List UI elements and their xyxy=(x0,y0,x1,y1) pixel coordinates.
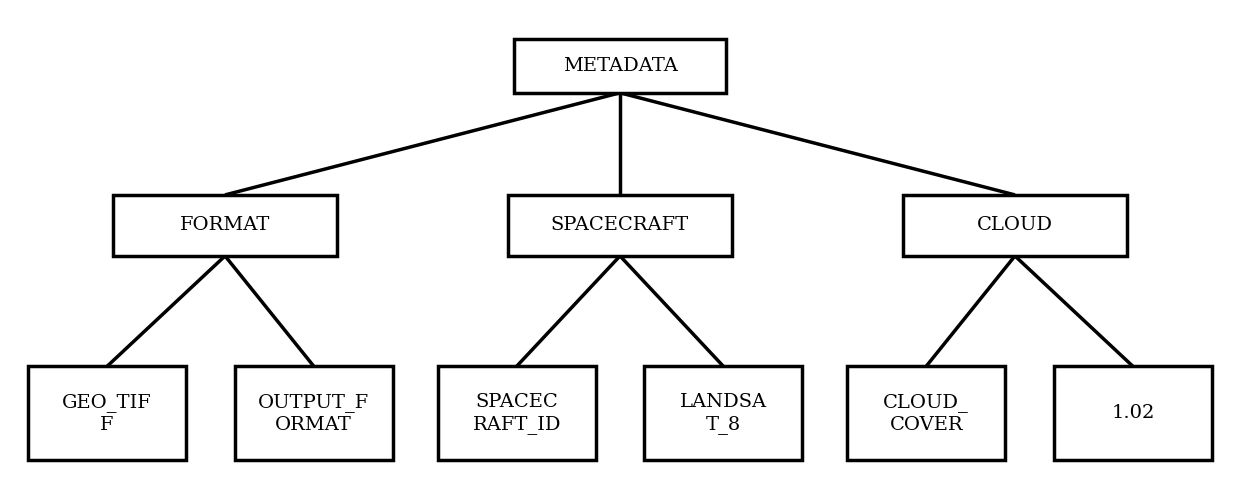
Text: SPACECRAFT: SPACECRAFT xyxy=(551,217,689,234)
Text: METADATA: METADATA xyxy=(563,57,677,75)
FancyBboxPatch shape xyxy=(645,366,802,460)
Text: CLOUD_
COVER: CLOUD_ COVER xyxy=(883,393,970,434)
FancyBboxPatch shape xyxy=(847,366,1006,460)
FancyBboxPatch shape xyxy=(29,366,186,460)
FancyBboxPatch shape xyxy=(903,195,1127,256)
Text: 1.02: 1.02 xyxy=(1111,404,1154,422)
FancyBboxPatch shape xyxy=(1054,366,1211,460)
Text: FORMAT: FORMAT xyxy=(180,217,270,234)
Text: SPACEC
RAFT_ID: SPACEC RAFT_ID xyxy=(472,393,560,434)
FancyBboxPatch shape xyxy=(113,195,337,256)
FancyBboxPatch shape xyxy=(507,195,733,256)
FancyBboxPatch shape xyxy=(234,366,393,460)
FancyBboxPatch shape xyxy=(438,366,595,460)
Text: CLOUD: CLOUD xyxy=(977,217,1053,234)
Text: GEO_TIF
F: GEO_TIF F xyxy=(62,393,153,434)
FancyBboxPatch shape xyxy=(513,39,727,93)
Text: LANDSA
T_8: LANDSA T_8 xyxy=(680,393,766,434)
Text: OUTPUT_F
ORMAT: OUTPUT_F ORMAT xyxy=(258,393,370,434)
